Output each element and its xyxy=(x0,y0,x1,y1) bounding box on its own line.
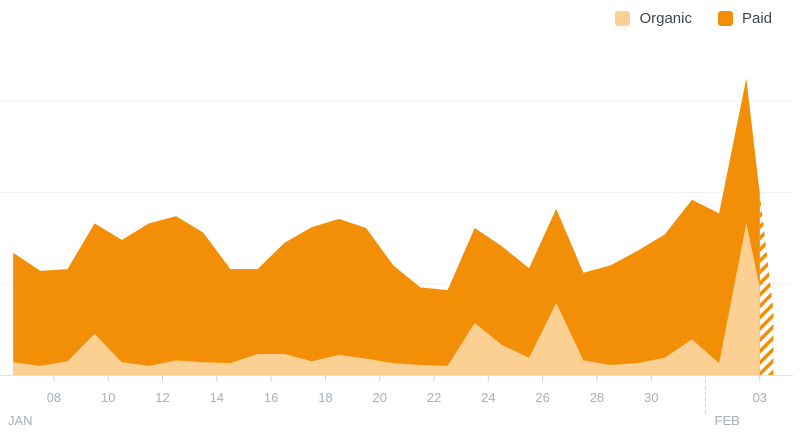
legend-label-paid: Paid xyxy=(741,10,772,27)
x-tick-label: 24 xyxy=(481,390,495,405)
organic-area xyxy=(13,223,760,375)
x-tick-label: 28 xyxy=(590,390,604,405)
x-tick-label: 20 xyxy=(372,390,386,405)
x-tick-label: 03 xyxy=(753,390,767,405)
x-tick-label: 16 xyxy=(264,390,278,405)
legend-item-organic[interactable]: Organic xyxy=(615,10,692,27)
chart-legend: Organic Paid xyxy=(615,10,772,27)
paid-area xyxy=(13,78,760,375)
x-tick-label: 18 xyxy=(318,390,332,405)
month-label-jan: JAN xyxy=(8,413,33,428)
month-label-feb: FEB xyxy=(715,413,740,428)
x-tick-label: 12 xyxy=(155,390,169,405)
partial-day-hatch xyxy=(759,194,774,375)
x-tick-label: 10 xyxy=(101,390,115,405)
x-tick-label: 26 xyxy=(535,390,549,405)
x-tick-label: 30 xyxy=(644,390,658,405)
x-tick-label: 22 xyxy=(427,390,441,405)
x-tick-label: 08 xyxy=(47,390,61,405)
organic-swatch-icon xyxy=(615,11,631,26)
legend-label-organic: Organic xyxy=(639,10,692,27)
paid-swatch-icon xyxy=(717,11,733,26)
legend-item-paid[interactable]: Paid xyxy=(717,10,772,27)
x-tick-label: 14 xyxy=(210,390,224,405)
